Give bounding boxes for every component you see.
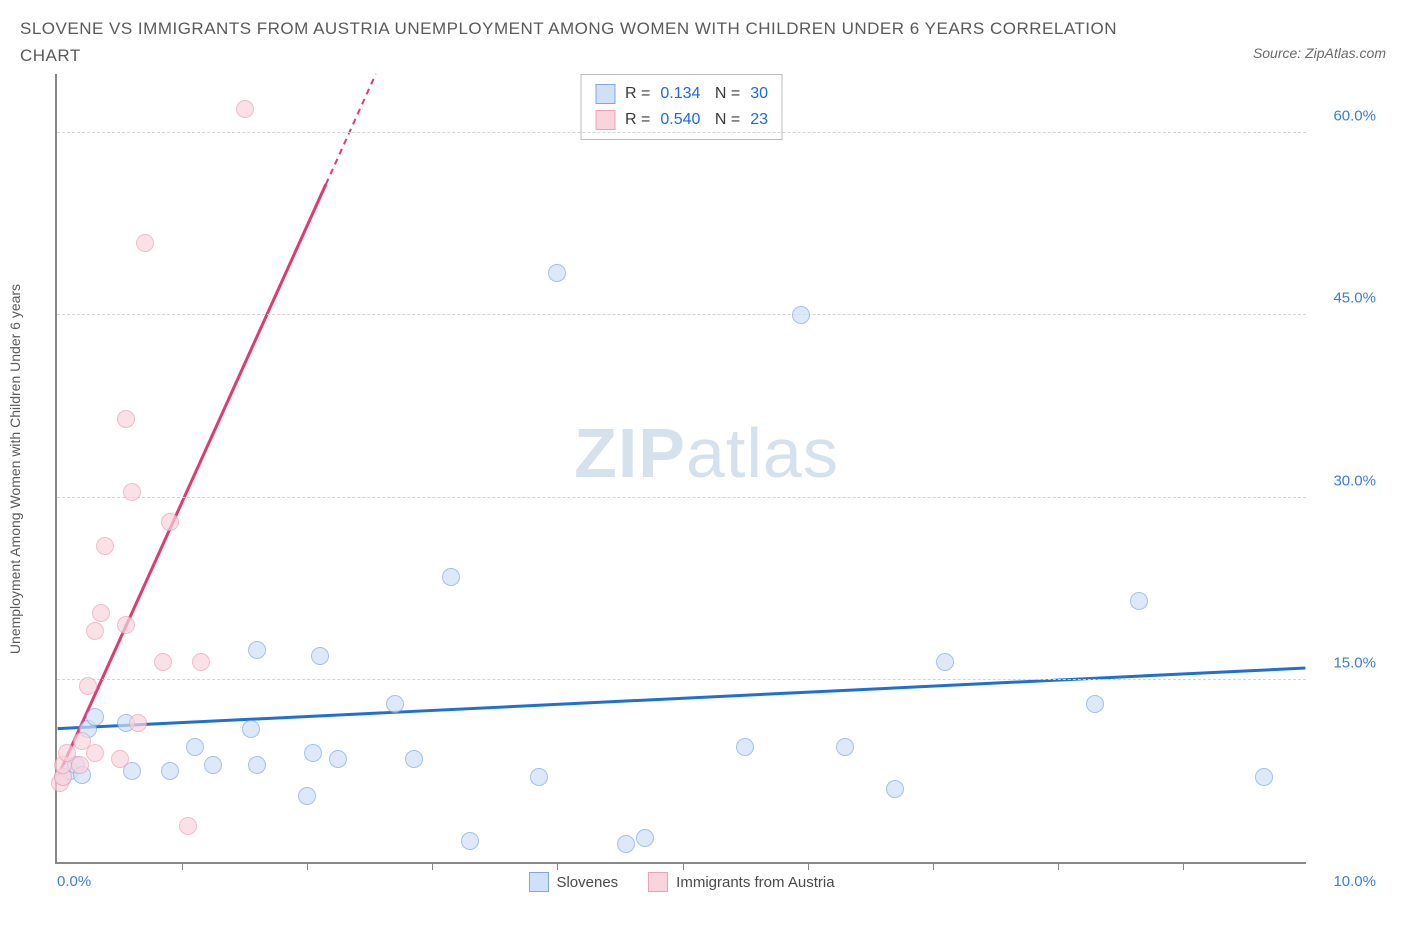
data-point [111,750,129,768]
data-point [117,410,135,428]
legend-label: Immigrants from Austria [676,874,834,891]
data-point [129,714,147,732]
data-point [1255,768,1273,786]
data-point [442,568,460,586]
trend-lines [57,74,1306,862]
bottom-legend: Slovenes Immigrants from Austria [528,872,834,892]
x-tick [1183,862,1184,870]
data-point [461,832,479,850]
gridline [57,679,1306,680]
data-point [204,756,222,774]
data-point [298,787,316,805]
gridline [57,132,1306,133]
legend-swatch [595,84,615,104]
data-point [161,762,179,780]
x-tick [933,862,934,870]
x-tick [432,862,433,870]
data-point [1086,695,1104,713]
data-point [179,817,197,835]
data-point [161,513,179,531]
x-tick-label: 10.0% [1333,873,1376,890]
x-tick [182,862,183,870]
data-point [617,835,635,853]
data-point [530,768,548,786]
x-tick-label: 0.0% [57,873,91,890]
x-tick [808,862,809,870]
chart-title: SLOVENE VS IMMIGRANTS FROM AUSTRIA UNEMP… [20,15,1120,69]
plot-area: ZIPatlas R =0.134 N =30R =0.540 N =23 Sl… [55,74,1306,864]
legend-item: Immigrants from Austria [648,872,834,892]
stats-legend-box: R = 0.134 N = 30 R = 0.540 N = 23 [580,74,783,139]
data-point [242,720,260,738]
y-tick-label: 15.0% [1333,655,1376,672]
data-point [86,744,104,762]
stat-r-value: 0.134 [660,81,700,107]
data-point [886,780,904,798]
data-point [123,483,141,501]
stat-r-label: R = [625,107,650,133]
y-tick-label: 30.0% [1333,472,1376,489]
data-point [117,616,135,634]
legend-swatch [528,872,548,892]
data-point [96,537,114,555]
data-point [405,750,423,768]
stat-n-value: 30 [750,81,768,107]
stat-n-label: N = [710,107,740,133]
source-attribution: Source: ZipAtlas.com [1253,45,1386,61]
data-point [304,744,322,762]
data-point [248,641,266,659]
stat-r-label: R = [625,81,650,107]
data-point [154,653,172,671]
data-point [736,738,754,756]
legend-item: Slovenes [528,872,618,892]
data-point [1130,592,1148,610]
y-tick-label: 45.0% [1333,290,1376,307]
data-point [836,738,854,756]
data-point [86,622,104,640]
data-point [136,234,154,252]
x-tick [1058,862,1059,870]
data-point [636,829,654,847]
data-point [311,647,329,665]
data-point [936,653,954,671]
data-point [192,653,210,671]
x-tick [307,862,308,870]
x-tick [683,862,684,870]
data-point [248,756,266,774]
data-point [386,695,404,713]
y-tick-label: 60.0% [1333,108,1376,125]
legend-label: Slovenes [556,874,618,891]
stats-row: R = 0.134 N = 30 [595,81,768,107]
data-point [71,756,89,774]
data-point [792,306,810,324]
stat-n-value: 23 [750,107,768,133]
gridline [57,314,1306,315]
y-axis-label: Unemployment Among Women with Children U… [7,284,23,654]
legend-swatch [595,110,615,130]
stats-row: R = 0.540 N = 23 [595,107,768,133]
data-point [92,604,110,622]
stat-n-label: N = [710,81,740,107]
data-point [186,738,204,756]
stat-r-value: 0.540 [660,107,700,133]
data-point [548,264,566,282]
legend-swatch [648,872,668,892]
data-point [236,100,254,118]
data-point [79,677,97,695]
watermark: ZIPatlas [574,413,839,493]
gridline [57,497,1306,498]
x-tick [557,862,558,870]
data-point [86,708,104,726]
chart-container: Unemployment Among Women with Children U… [20,74,1386,864]
data-point [329,750,347,768]
